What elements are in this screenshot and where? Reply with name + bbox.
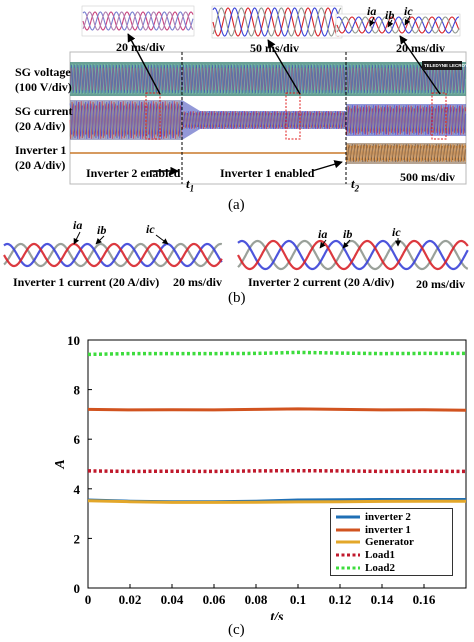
- x-tick-label: 0.1: [290, 592, 306, 607]
- panel-c: 0 0.02 0.04 0.06 0.08 0.1 0.12 0.14 0.16 0 2 4 6 8 10 t…: [0, 330, 474, 642]
- panel-a: 20 ms/div 50 ms/div 20 ms/div ia ib ic S…: [0, 0, 474, 220]
- phase-arrow-1: [73, 231, 81, 245]
- inv1-ib-label: ib: [97, 223, 107, 237]
- inset-arrow-2: [267, 39, 301, 95]
- plot-frame: [87, 339, 467, 589]
- sg-current-trace: [69, 100, 467, 140]
- event-inverter2-enabled: Inverter 2 enabled: [86, 166, 181, 180]
- phase-arrow-5: [342, 239, 351, 249]
- inverter1-trace: [70, 143, 467, 164]
- chart-legend: inverter 2 inverter 1 Generator Load1 Load2: [330, 508, 453, 576]
- legend-swatch: [336, 515, 360, 519]
- inset-3-ib-label: ib: [385, 8, 395, 22]
- y-tick-label: 0: [74, 581, 81, 596]
- inv2-timebase: 20 ms/div: [416, 277, 466, 291]
- inset-arrow-1: [127, 33, 161, 95]
- inverter1-waveform: [3, 242, 223, 268]
- series-line-generator: [87, 499, 466, 504]
- scope-brand-badge: [422, 61, 462, 70]
- panel-b: ia ib ic Inverter 1 current (20 A/div) 2…: [0, 214, 474, 312]
- phase-arrow-2: [95, 235, 105, 245]
- channel-sg-voltage-scale: (100 V/div): [15, 80, 72, 94]
- event-t1-marker: t1: [186, 176, 195, 194]
- inset-3-ic-label: ic: [404, 4, 413, 18]
- x-tick-label: 0.16: [413, 592, 436, 607]
- y-tick-label: 10: [67, 333, 80, 348]
- event-arrow-2: [311, 160, 343, 172]
- inv2-ic-label: ic: [392, 225, 401, 239]
- legend-item: inverter 1: [335, 524, 452, 537]
- legend-label: Load2: [365, 561, 395, 574]
- channel-sg-voltage-name: SG voltage: [15, 65, 71, 79]
- x-tick-label: 0.08: [245, 592, 268, 607]
- inset-3-ia-label: ia: [367, 4, 377, 18]
- series-line-inverter-1: [87, 407, 467, 412]
- inv1-ia-label: ia: [73, 218, 83, 232]
- zoom-inset-1: [81, 5, 195, 37]
- line-chart: 0 0.02 0.04 0.06 0.08 0.1 0.12 0.14 0.16 0 2 4 6 8 10 t…: [53, 333, 467, 620]
- legend-item: Generator: [335, 536, 452, 549]
- inv2-ia-label: ia: [318, 227, 328, 241]
- legend-swatch: [336, 553, 360, 557]
- y-tick-label: 2: [74, 531, 81, 546]
- inset-phase-arrow-3: [404, 15, 411, 26]
- inset-phase-arrow-2: [387, 19, 394, 28]
- x-tick-label: 0.02: [119, 592, 142, 607]
- inv1-title: Inverter 1 current (20 A/div): [13, 275, 160, 289]
- x-axis-label: t/s: [270, 610, 284, 620]
- legend-label: Generator: [365, 536, 414, 549]
- legend-label: inverter 2: [365, 511, 411, 524]
- series-line-load2: [87, 350, 466, 357]
- scope-screen: [69, 5, 467, 185]
- channel-sg-current-name: SG current: [15, 104, 73, 118]
- legend-label: inverter 1: [365, 523, 411, 536]
- inv2-ib-label: ib: [343, 227, 353, 241]
- legend-item: Load1: [335, 549, 452, 562]
- x-tick-label: 0.06: [203, 592, 226, 607]
- legend-swatch: [336, 566, 360, 570]
- legend-swatch: [336, 540, 360, 544]
- inv2-title: Inverter 2 current (20 A/div): [248, 275, 395, 289]
- panel-c-caption: (c): [228, 622, 245, 638]
- inset-1-timebase: 20 ms/div: [116, 40, 166, 54]
- inset-phase-arrow-1: [369, 16, 375, 27]
- event-t2-marker: t2: [351, 176, 360, 194]
- inverter-waveforms: [3, 231, 469, 271]
- series-line-load1: [87, 468, 467, 474]
- y-tick-label: 8: [74, 383, 81, 398]
- inverter2-waveform: [237, 239, 469, 271]
- x-tick-label: 0.12: [329, 592, 352, 607]
- channel-sg-current-scale: (20 A/div): [15, 119, 66, 133]
- sg-voltage-trace: [69, 62, 466, 96]
- y-tick-label: 4: [74, 482, 81, 497]
- inv1-ic-label: ic: [146, 222, 155, 236]
- y-axis-label: A: [53, 459, 68, 469]
- scope-brand: TELEDYNE LECROY: [424, 63, 469, 68]
- zoom-box-2: [285, 92, 301, 140]
- inset-3-timebase: 20 ms/div: [396, 41, 446, 55]
- legend-label: Load1: [365, 549, 395, 562]
- phase-arrow-3: [155, 234, 169, 245]
- event-inverter1-enabled: Inverter 1 enabled: [220, 166, 315, 180]
- x-tick-label: 0.14: [371, 592, 394, 607]
- legend-swatch: [336, 528, 360, 532]
- zoom-inset-3: [335, 13, 461, 37]
- x-tick-label: 0: [85, 592, 92, 607]
- panel-b-caption: (b): [228, 290, 246, 306]
- legend-item: Load2: [335, 561, 452, 574]
- channel-inverter1-scale: (20 A/div): [15, 158, 66, 172]
- inv1-timebase: 20 ms/div: [173, 275, 223, 289]
- y-tick-label: 6: [74, 432, 81, 447]
- zoom-box-1: [145, 92, 161, 140]
- legend-item: inverter 2: [335, 511, 452, 524]
- inset-arrow-3: [399, 35, 441, 95]
- panel-a-caption: (a): [228, 197, 245, 213]
- inset-2-timebase: 50 ms/div: [250, 41, 300, 55]
- scope-timebase: 500 ms/div: [400, 170, 456, 184]
- zoom-inset-2: [211, 5, 343, 39]
- channel-inverter1-name: Inverter 1: [15, 143, 67, 157]
- phase-arrow-4: [319, 239, 327, 249]
- x-tick-label: 0.04: [161, 592, 184, 607]
